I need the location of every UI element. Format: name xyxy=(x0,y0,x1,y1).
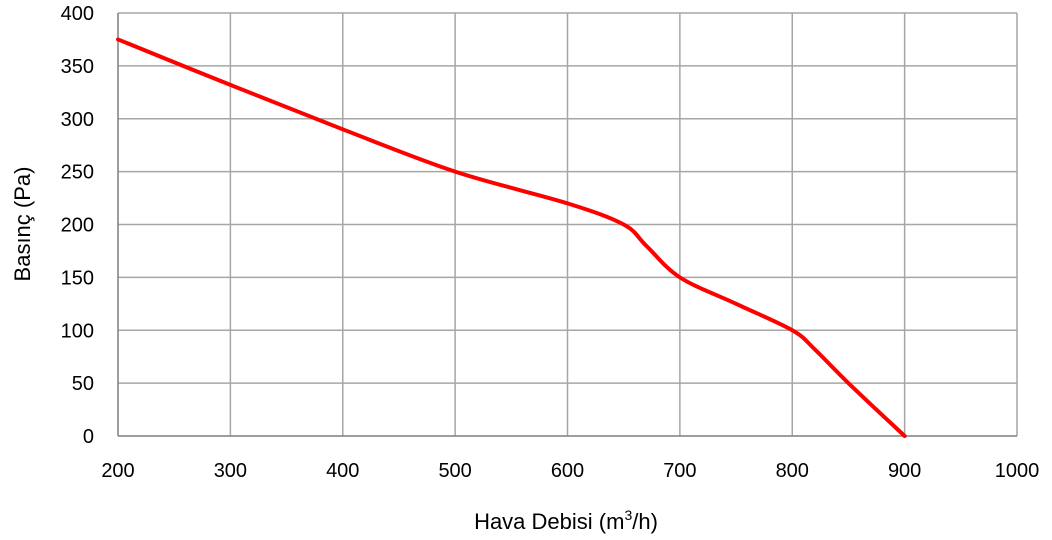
y-tick-label: 250 xyxy=(61,162,94,184)
x-tick-label: 800 xyxy=(776,460,809,482)
x-tick-label: 400 xyxy=(326,460,359,482)
y-tick-label: 300 xyxy=(61,109,94,131)
x-tick-label: 200 xyxy=(101,460,134,482)
grid xyxy=(118,12,1018,436)
x-tick-labels: 200 300 400 500 600 700 800 900 1000 xyxy=(101,460,1039,482)
y-tick-label: 50 xyxy=(72,373,94,395)
y-tick-label: 350 xyxy=(61,56,94,78)
y-tick-label: 100 xyxy=(61,320,94,342)
axes xyxy=(117,13,1017,437)
x-tick-label: 1000 xyxy=(995,460,1040,482)
x-tick-label: 700 xyxy=(663,460,696,482)
series-line xyxy=(116,37,907,438)
x-axis-title: Hava Debisi (m3/h) xyxy=(474,507,658,534)
series-layer xyxy=(116,37,907,438)
x-tick-label: 600 xyxy=(551,460,584,482)
x-tick-label: 900 xyxy=(888,460,921,482)
x-tick-label: 300 xyxy=(214,460,247,482)
x-tick-label: 500 xyxy=(438,460,471,482)
y-tick-label: 400 xyxy=(61,3,94,25)
y-tick-label: 150 xyxy=(61,267,94,289)
y-tick-labels: 0 50 100 150 200 250 300 350 400 xyxy=(61,3,94,448)
y-tick-label: 0 xyxy=(83,426,94,448)
y-tick-label: 200 xyxy=(61,215,94,237)
y-axis-title: Basınç (Pa) xyxy=(10,167,35,282)
